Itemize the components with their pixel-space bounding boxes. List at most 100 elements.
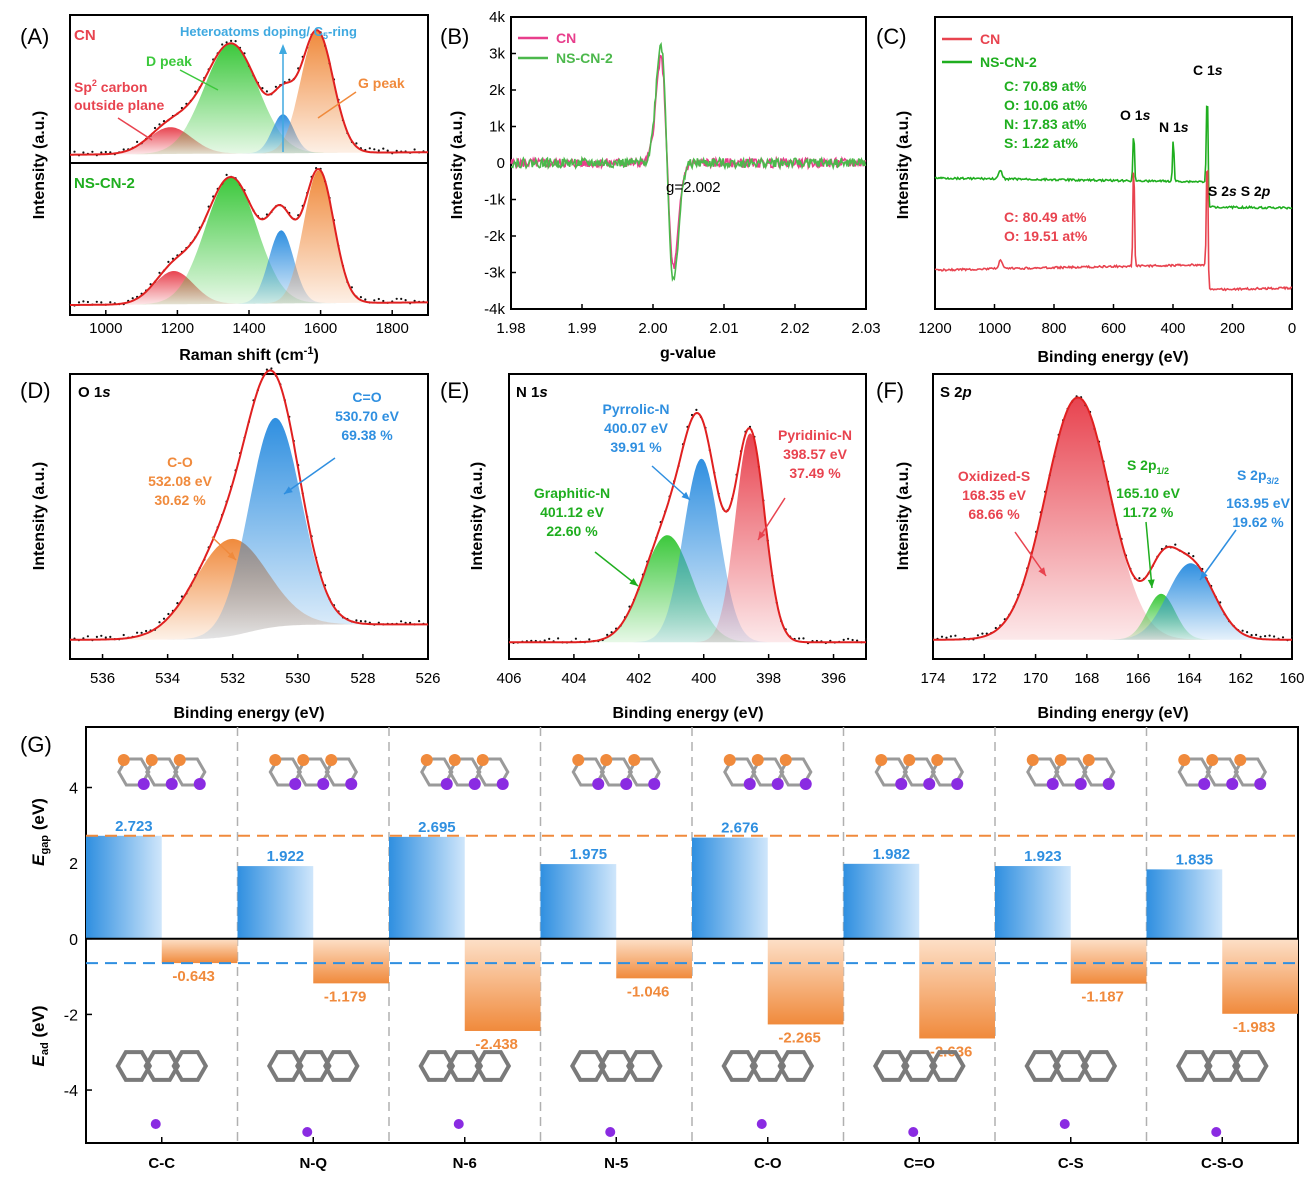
raw-data-point bbox=[1259, 635, 1262, 638]
panel-a-xticks: 1000 1200 1400 1600 1800 bbox=[89, 310, 409, 337]
x-tick-label: 406 bbox=[496, 670, 521, 687]
panel-d-peak-labels: C-O 532.08 eV 30.62 % C=O 530.70 eV 69.38 % bbox=[148, 389, 400, 561]
ring-bottom bbox=[928, 1050, 966, 1082]
raw-data-point bbox=[798, 637, 801, 640]
category-label: C-S bbox=[1058, 1155, 1084, 1172]
raw-data-point bbox=[1255, 633, 1258, 637]
raw-data-point bbox=[265, 368, 268, 371]
x-tick-label: 2.02 bbox=[780, 320, 809, 337]
raw-data-point bbox=[574, 637, 578, 640]
egap-value-label: 2.676 bbox=[721, 820, 759, 837]
molecule-sketch-n-5 bbox=[569, 754, 663, 1137]
x-tick-label: 168 bbox=[1074, 670, 1099, 687]
raw-data-point bbox=[382, 147, 385, 150]
ring-bottom bbox=[446, 1050, 484, 1082]
x-tick-label: 528 bbox=[350, 670, 375, 687]
adsorbed-atom bbox=[1059, 1119, 1070, 1129]
orbital-lobe bbox=[496, 778, 509, 790]
peak-annotation-text: 30.62 % bbox=[154, 492, 206, 508]
orbital-lobe bbox=[1206, 754, 1219, 766]
molecule-sketch-c-s-o bbox=[1175, 754, 1269, 1137]
raw-data-point bbox=[162, 617, 166, 620]
panel-c-ticks: 1200 1000 800 600 400 200 0 bbox=[918, 304, 1296, 337]
panel-e-label: (E) bbox=[440, 378, 469, 403]
raw-data-point bbox=[122, 633, 125, 637]
orbital-lobe bbox=[440, 778, 453, 790]
peak-annotation-text: C-O bbox=[167, 454, 193, 470]
egap-bar-c-s bbox=[995, 866, 1071, 939]
panel-c-xlabel: Binding energy (eV) bbox=[1037, 349, 1188, 366]
raw-data-point bbox=[400, 620, 403, 623]
x-tick-label: 1000 bbox=[89, 320, 122, 337]
panel-c-lines bbox=[934, 105, 1293, 292]
ead-bar-n-q bbox=[313, 938, 389, 984]
orbital-lobe bbox=[1054, 754, 1067, 766]
y-tick-label: 2 bbox=[69, 856, 78, 873]
panel-f-ylabel: Intensity (a.u.) bbox=[895, 462, 912, 570]
o1s-label: O 1s bbox=[1120, 107, 1151, 123]
raw-data-point bbox=[261, 87, 264, 90]
raw-data-point bbox=[136, 631, 139, 634]
raw-data-point bbox=[1273, 635, 1276, 638]
panel-e-ylabel: Intensity (a.u.) bbox=[469, 462, 486, 570]
sp12-sub: 1/2 bbox=[1157, 466, 1170, 476]
panel-f-frame bbox=[932, 373, 1293, 660]
ead-bar-n-6 bbox=[464, 938, 541, 1031]
raw-data-point bbox=[413, 299, 416, 302]
orbital-lobe bbox=[420, 754, 433, 766]
x-tick-label: 534 bbox=[155, 670, 180, 687]
raw-data-point bbox=[270, 367, 273, 370]
panel-b-ylabel: Intensity (a.u.) bbox=[449, 111, 466, 219]
x-tick-label: 1.99 bbox=[567, 320, 596, 337]
orbital-lobe bbox=[1234, 754, 1247, 766]
annotation-arrow-head bbox=[284, 486, 293, 494]
ring-bottom bbox=[294, 1050, 332, 1082]
orbital-lobe bbox=[317, 778, 330, 790]
peak-area-g-peak bbox=[70, 170, 428, 305]
ring-bottom bbox=[625, 1050, 663, 1082]
orbital-lobe bbox=[345, 778, 358, 790]
raw-data-point bbox=[606, 633, 609, 637]
y-tick-label: -2k bbox=[484, 228, 505, 245]
egap-bar-c-c bbox=[86, 835, 162, 939]
orbital-lobe bbox=[1254, 778, 1267, 790]
peak-annotation-text: 532.08 eV bbox=[148, 473, 212, 489]
orbital-lobe bbox=[193, 778, 206, 790]
panel-a-gpeak-label: G peak bbox=[358, 75, 405, 91]
egap-bar-n-5 bbox=[540, 864, 617, 939]
raw-data-point bbox=[122, 148, 125, 151]
raw-data-point bbox=[91, 150, 94, 153]
raw-data-point bbox=[104, 636, 107, 639]
raw-data-point bbox=[377, 621, 380, 624]
x-tick-label: 200 bbox=[1220, 320, 1245, 337]
panel-a-dpeak-label: D peak bbox=[146, 53, 192, 69]
molecule-sketch-n-q bbox=[266, 754, 360, 1137]
raw-data-point bbox=[945, 636, 948, 639]
annotation-arrow-head bbox=[1200, 571, 1208, 580]
raw-data-point bbox=[131, 297, 134, 300]
panel-f-xlabel: Binding energy (eV) bbox=[1037, 705, 1188, 722]
hetero-end: -ring bbox=[328, 24, 357, 39]
panel-g-label: (G) bbox=[20, 732, 52, 757]
peak-area-s-2p3-2 bbox=[933, 563, 1292, 640]
panel-c-ylabel: Intensity (a.u.) bbox=[895, 111, 912, 219]
y-tick-label: -2 bbox=[64, 1007, 78, 1024]
ring-bottom bbox=[1231, 1050, 1269, 1082]
ring-bottom bbox=[143, 1050, 181, 1082]
orbital-lobe bbox=[289, 778, 302, 790]
legend-c-ns-label: NS-CN-2 bbox=[980, 54, 1037, 70]
raw-data-point bbox=[225, 173, 228, 176]
raw-data-point bbox=[109, 301, 112, 304]
panel-f-title: S 2p bbox=[940, 384, 972, 401]
ns-composition-line: S: 1.22 at% bbox=[1004, 135, 1078, 151]
raw-data-point bbox=[95, 635, 98, 639]
egap-value-label: 1.975 bbox=[570, 846, 608, 863]
n1s-label: N 1s bbox=[1159, 119, 1189, 135]
peak-annotation-text: 22.60 % bbox=[546, 523, 598, 539]
adsorbed-atom bbox=[453, 1119, 464, 1129]
ring-bottom bbox=[872, 1050, 910, 1082]
molecule-sketch-c-o bbox=[721, 754, 815, 1129]
panel-a-cn-label: CN bbox=[74, 27, 96, 44]
ring-bottom bbox=[418, 1050, 456, 1082]
